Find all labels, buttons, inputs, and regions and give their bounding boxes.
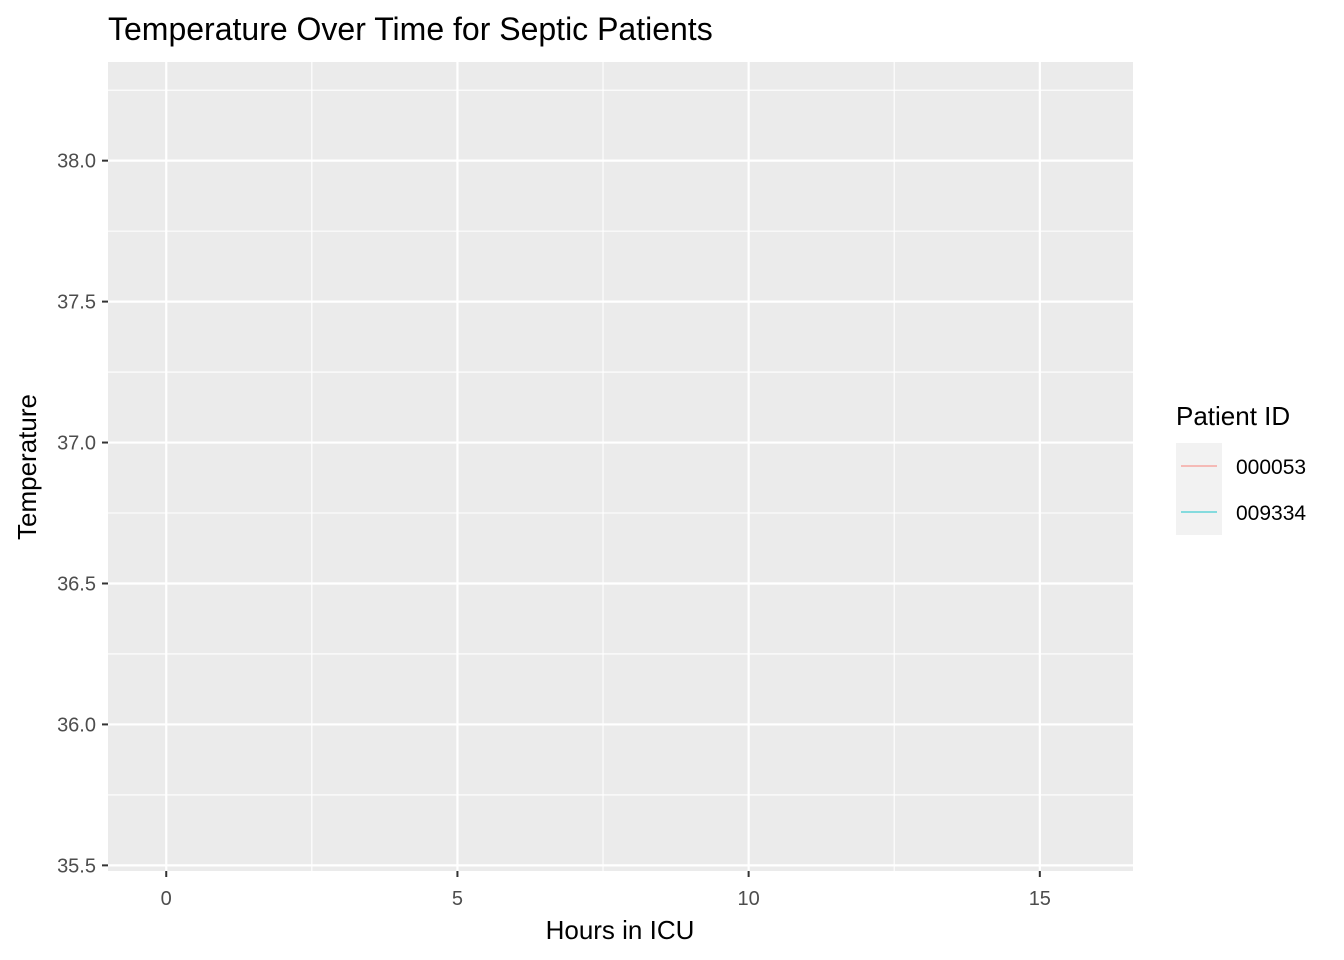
legend-label: 009334 (1236, 502, 1306, 525)
x-tick-label: 15 (1029, 888, 1051, 910)
y-axis: 35.5 36.0 36.5 37.0 37.5 38.0 (57, 151, 108, 877)
plot-panel (108, 62, 1133, 871)
x-axis-title: Hours in ICU (546, 915, 695, 945)
y-tick-label: 38.0 (57, 151, 96, 173)
y-tick-label: 36.0 (57, 714, 96, 736)
y-axis-title: Temperature (12, 394, 42, 540)
x-axis: 0 5 10 15 (161, 871, 1051, 910)
legend-label: 000053 (1236, 456, 1306, 479)
minor-gridlines (108, 62, 1133, 871)
x-tick-label: 0 (161, 888, 172, 910)
legend: Patient ID 000053 009334 (1176, 401, 1306, 535)
x-tick-label: 10 (738, 888, 760, 910)
y-tick-label: 36.5 (57, 573, 96, 595)
y-tick-label: 37.0 (57, 433, 96, 455)
y-tick-label: 37.5 (57, 292, 96, 314)
y-tick-label: 35.5 (57, 855, 96, 877)
chart-title: Temperature Over Time for Septic Patient… (108, 11, 713, 47)
major-gridlines (108, 62, 1133, 871)
x-tick-label: 5 (452, 888, 463, 910)
legend-title: Patient ID (1176, 401, 1290, 431)
